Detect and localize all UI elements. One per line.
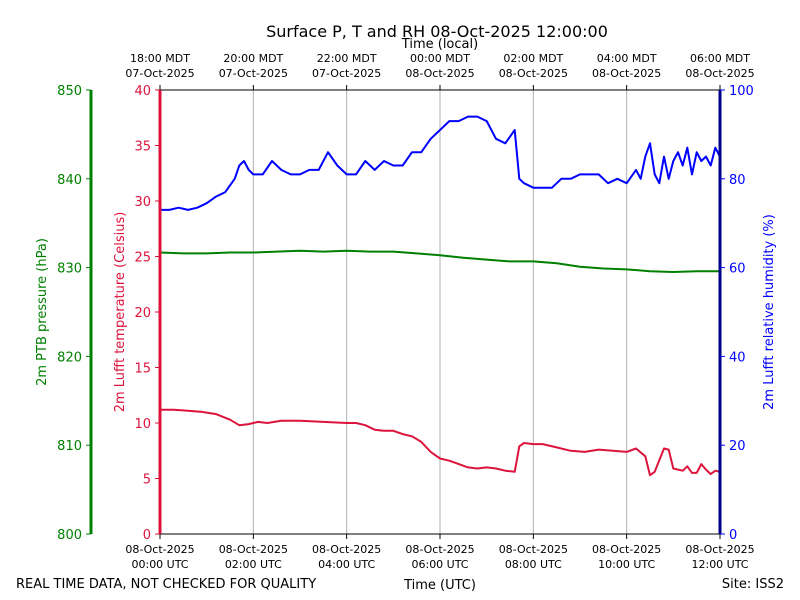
local-tick-date: 07-Oct-2025: [312, 67, 381, 80]
local-tick-time: 00:00 MDT: [410, 52, 470, 65]
temperature-tick-label: 25: [134, 251, 151, 266]
temperature-tick-label: 35: [134, 140, 151, 155]
site-label: Site: ISS2: [722, 577, 784, 592]
temperature-tick-label: 20: [134, 306, 151, 321]
local-tick-time: 02:00 MDT: [503, 52, 563, 65]
humidity-tick-label: 80: [729, 173, 746, 188]
utc-tick-time: 06:00 UTC: [411, 558, 468, 571]
utc-tick-date: 08-Oct-2025: [499, 543, 568, 556]
humidity-tick-label: 20: [729, 439, 746, 454]
utc-tick-date: 08-Oct-2025: [125, 543, 194, 556]
temperature-axis-ticks: 0 5 10 15 20 25 30 35 40: [134, 84, 160, 543]
local-tick-time: 06:00 MDT: [690, 52, 750, 65]
pressure-tick-label: 850: [57, 84, 82, 99]
utc-tick-time: 12:00 UTC: [691, 558, 748, 571]
humidity-tick-label: 60: [729, 262, 746, 277]
utc-tick-date: 08-Oct-2025: [312, 543, 381, 556]
temperature-tick-label: 30: [134, 195, 151, 210]
pressure-tick-label: 840: [57, 173, 82, 188]
local-tick-time: 18:00 MDT: [130, 52, 190, 65]
local-tick-date: 08-Oct-2025: [592, 67, 661, 80]
local-tick-date: 07-Oct-2025: [219, 67, 288, 80]
humidity-axis-label: 2m Lufft relative humidity (%): [762, 214, 777, 410]
chart-title: Surface P, T and RH 08-Oct-2025 12:00:00: [266, 22, 608, 41]
grid-lines: [252, 90, 628, 534]
utc-tick-date: 08-Oct-2025: [685, 543, 754, 556]
local-tick-date: 08-Oct-2025: [405, 67, 474, 80]
time-axis-ticks: 08-Oct-2025 00:00 UTC 08-Oct-2025 02:00 UTC…: [125, 52, 754, 571]
pressure-series-line: [159, 249, 720, 273]
humidity-tick-label: 40: [729, 350, 746, 365]
temperature-tick-label: 0: [143, 528, 151, 543]
utc-tick-time: 10:00 UTC: [598, 558, 655, 571]
local-tick-time: 04:00 MDT: [597, 52, 657, 65]
local-tick-time: 22:00 MDT: [317, 52, 377, 65]
temperature-tick-label: 40: [134, 84, 151, 99]
temperature-tick-label: 10: [134, 417, 151, 432]
temperature-series-line: [160, 408, 721, 477]
humidity-series-line: [160, 115, 721, 211]
top-axis-label: Time (local): [401, 37, 478, 52]
local-tick-date: 08-Oct-2025: [685, 67, 754, 80]
local-tick-time: 20:00 MDT: [223, 52, 283, 65]
utc-tick-date: 08-Oct-2025: [592, 543, 661, 556]
pressure-tick-label: 800: [57, 528, 82, 543]
utc-tick-date: 08-Oct-2025: [405, 543, 474, 556]
local-tick-date: 07-Oct-2025: [125, 67, 194, 80]
utc-tick-time: 02:00 UTC: [225, 558, 282, 571]
utc-tick-date: 08-Oct-2025: [219, 543, 288, 556]
temperature-tick-label: 15: [134, 362, 151, 377]
utc-tick-time: 00:00 UTC: [131, 558, 188, 571]
humidity-axis-ticks: 0 20 40 60 80 100: [720, 84, 754, 543]
pressure-axis-label: 2m PTB pressure (hPa): [35, 238, 50, 386]
pressure-axis-ticks: 800 810 820 830 840 850: [57, 84, 91, 543]
pressure-tick-label: 810: [57, 439, 82, 454]
utc-tick-time: 04:00 UTC: [318, 558, 375, 571]
temperature-tick-label: 5: [143, 473, 151, 488]
pressure-tick-label: 830: [57, 262, 82, 277]
pressure-tick-label: 820: [57, 350, 82, 365]
quality-disclaimer: REAL TIME DATA, NOT CHECKED FOR QUALITY: [16, 577, 316, 592]
local-tick-date: 08-Oct-2025: [499, 67, 568, 80]
temperature-axis-label: 2m Lufft temperature (Celsius): [113, 212, 128, 413]
bottom-axis-label: Time (UTC): [403, 578, 476, 593]
utc-tick-time: 08:00 UTC: [505, 558, 562, 571]
humidity-tick-label: 100: [729, 84, 754, 99]
humidity-tick-label: 0: [729, 528, 737, 543]
series-layer: [159, 115, 721, 477]
